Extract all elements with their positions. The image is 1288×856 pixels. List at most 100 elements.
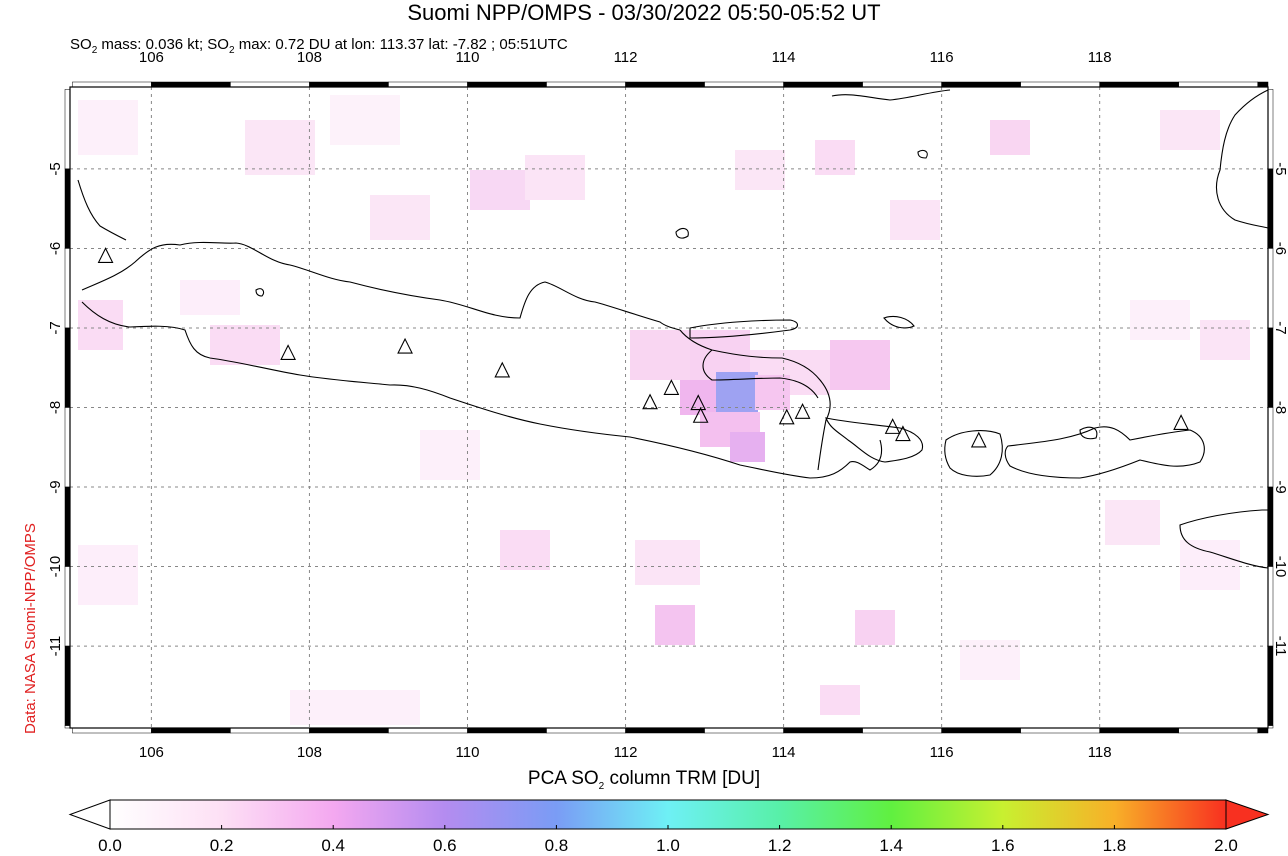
frame-bar-bottom	[783, 727, 863, 734]
lon-tick-label-bottom: 118	[1088, 744, 1112, 761]
colorbar-tick-label: 0.2	[209, 836, 234, 855]
volcano-triangle-icon	[794, 403, 811, 419]
frame-bar-left	[64, 486, 71, 567]
colorbar-tick-label: 0.0	[98, 836, 122, 855]
subtitle-sub-1: 2	[91, 45, 98, 56]
lat-tick-label-left: -9	[47, 480, 64, 493]
colorbar-tick-label: 1.2	[767, 836, 792, 855]
coastline	[77, 89, 1269, 569]
colorbar-tick-label: 0.4	[321, 836, 346, 855]
frame-bar-right	[1267, 725, 1274, 729]
map-subtitle: SO2 mass: 0.036 kt; SO2 max: 0.72 DU at …	[70, 36, 568, 60]
frame-bar-top	[625, 81, 705, 88]
frame-bar-top	[546, 81, 626, 88]
frame-bar-top	[704, 81, 784, 88]
volcano-markers	[97, 247, 1189, 448]
frame-bar-left	[64, 248, 71, 329]
lon-tick-label-bottom: 116	[930, 744, 954, 761]
colorbar-tick-label: 1.0	[656, 836, 680, 855]
frame-bar-bottom	[1099, 727, 1179, 734]
lat-tick-label-left: -5	[47, 162, 64, 175]
frame-bar-bottom	[1178, 727, 1258, 734]
lon-tick-label-bottom: 114	[772, 744, 796, 761]
frame-bar-left	[64, 566, 71, 647]
volcano-triangle-icon	[884, 418, 901, 434]
frame-bar-top	[72, 81, 152, 88]
colorbar	[68, 799, 1270, 830]
frame-bar-right	[1267, 327, 1274, 408]
frame-bar-right	[1267, 486, 1274, 567]
map-frame	[69, 86, 1269, 729]
frame-bar-top	[230, 81, 310, 88]
colorbar-min-arrow	[68, 799, 111, 830]
frame-bar-top	[1178, 81, 1258, 88]
frame-bar-left	[64, 89, 71, 170]
lon-tick-label-top: 108	[297, 49, 322, 66]
lon-tick-label-bottom: 108	[297, 744, 322, 761]
frame-bar-bottom	[625, 727, 705, 734]
colorbar-label-sub: 2	[598, 780, 605, 792]
lon-tick-label-top: 116	[930, 49, 954, 66]
colorbar-max-arrow	[1225, 799, 1270, 830]
graticule	[70, 87, 1268, 728]
volcano-triangle-icon	[1173, 414, 1189, 430]
frame-bar-bottom	[1020, 727, 1100, 734]
colorbar-label: PCA SO2 column TRM [DU]	[0, 768, 1288, 792]
frame-bar-bottom	[862, 727, 942, 734]
frame-bar-bottom	[388, 727, 468, 734]
volcano-triangle-icon	[397, 337, 413, 354]
colorbar-label-text-2: column TRM [DU]	[604, 768, 761, 789]
colorbar-tick-label: 0.8	[544, 836, 569, 855]
frame-bar-bottom	[72, 727, 152, 734]
volcano-triangle-icon	[692, 407, 709, 423]
subtitle-text-2: mass: 0.036 kt; SO	[97, 36, 229, 53]
frame-bar-bottom	[546, 727, 626, 734]
frame-bar-bottom	[151, 727, 231, 734]
volcano-triangle-icon	[280, 344, 296, 360]
frame-bar-right	[1267, 566, 1274, 647]
frame-bar-right	[1267, 407, 1274, 488]
colorbar-gradient	[109, 799, 1227, 830]
lon-tick-label-bottom: 106	[139, 744, 164, 761]
frame-bar-top	[1020, 81, 1100, 88]
colorbar-label-text-1: PCA SO	[527, 768, 599, 789]
map-title: Suomi NPP/OMPS - 03/30/2022 05:50-05:52 …	[407, 0, 881, 25]
volcano-triangle-icon	[970, 431, 987, 448]
lat-tick-label-right: -11	[1272, 636, 1288, 657]
frame-bar-left	[64, 327, 71, 408]
volcano-triangle-icon	[642, 393, 658, 410]
axis-ticks: 106 106 108 108 110 110 112 112 114 114 116 116 118 1…	[47, 49, 1288, 761]
lon-tick-label-bottom: 112	[614, 744, 638, 761]
lat-tick-label-right: -7	[1272, 321, 1288, 334]
frame-bar-top	[1257, 81, 1269, 88]
frame-bar-right	[1267, 248, 1274, 329]
frame-bar-bottom	[704, 727, 784, 734]
volcano-triangle-icon	[690, 394, 707, 411]
lat-tick-label-left: -11	[47, 636, 64, 657]
colorbar-tick-label: 1.6	[990, 836, 1015, 855]
lon-tick-label-top: 112	[614, 49, 638, 66]
colorbar-tick-label: 1.4	[879, 836, 904, 855]
lon-tick-label-bottom: 110	[456, 744, 480, 761]
frame-bar-top	[783, 81, 863, 88]
volcano-triangle-icon	[778, 408, 795, 425]
frame-bar-top	[151, 81, 231, 88]
lat-tick-label-left: -7	[47, 321, 64, 334]
so2-pixels	[78, 95, 1250, 725]
lat-tick-label-left: -6	[47, 242, 64, 255]
frame-bar-bottom	[230, 727, 310, 734]
frame-bar-top	[941, 81, 1021, 88]
lon-tick-label-top: 114	[772, 49, 796, 66]
frame-bar-top	[388, 81, 468, 88]
frame-bar-top	[1099, 81, 1179, 88]
frame-bar-left	[64, 407, 71, 488]
frame-bar-bottom	[309, 727, 389, 734]
volcano-triangle-icon	[895, 425, 911, 442]
colorbar-tick-label: 2.0	[1214, 836, 1238, 855]
volcano-triangle-icon	[97, 247, 114, 263]
colorbar-tick-label: 1.8	[1102, 836, 1127, 855]
lat-tick-label-right: -5	[1272, 162, 1288, 175]
colorbar-tick-label: 0.6	[432, 836, 457, 855]
lat-tick-label-right: -10	[1272, 556, 1288, 578]
